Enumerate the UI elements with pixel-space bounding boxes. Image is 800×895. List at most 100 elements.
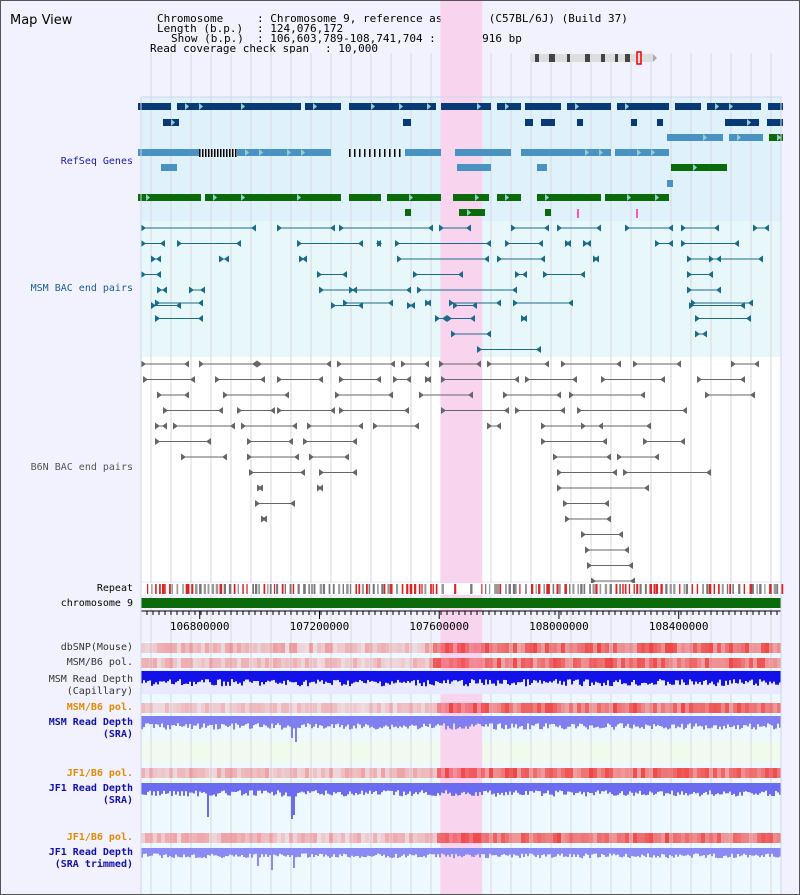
heat-cell <box>621 658 625 668</box>
heat-cell <box>677 768 681 778</box>
depth-bar <box>757 671 759 686</box>
b6n-bac-end <box>318 484 323 492</box>
heat-cell <box>517 658 521 668</box>
heat-cell <box>573 658 577 668</box>
track-label-chromosome: chromosome 9 <box>60 598 133 609</box>
depth-bar <box>279 783 281 793</box>
depth-bar <box>291 783 293 819</box>
b6n-bac-end <box>230 422 235 430</box>
repeat-mark <box>583 584 586 594</box>
heat-cell <box>305 833 309 843</box>
heat-cell <box>229 703 233 713</box>
depth-bar <box>371 848 373 857</box>
depth-bar <box>545 716 547 724</box>
depth-bar <box>413 716 415 726</box>
repeat-mark <box>691 584 694 594</box>
heat-cell <box>769 768 773 778</box>
depth-bar <box>397 783 399 791</box>
depth-bar <box>573 716 575 725</box>
depth-bar <box>755 671 757 684</box>
heat-cell <box>301 768 305 778</box>
heat-cell <box>553 768 557 778</box>
depth-bar <box>483 716 485 727</box>
repeat-mark <box>203 584 206 594</box>
depth-bar <box>267 783 269 793</box>
depth-bar <box>547 783 549 791</box>
depth-bar <box>167 783 169 794</box>
depth-bar <box>693 671 695 685</box>
b6n-bac-end <box>300 469 305 476</box>
heat-cell <box>729 833 733 843</box>
depth-bar <box>551 671 553 683</box>
heat-cell <box>589 768 593 778</box>
repeat-mark <box>355 584 358 594</box>
depth-bar <box>715 848 717 858</box>
b6n-bac-end <box>591 577 596 585</box>
heat-cell <box>697 703 701 713</box>
depth-bar <box>235 848 237 855</box>
b6n-bac-end <box>284 391 289 399</box>
repeat-mark <box>176 584 179 594</box>
b6n-bac-end <box>680 438 685 445</box>
depth-bar <box>685 783 687 794</box>
heat-cell <box>725 643 729 653</box>
depth-bar <box>157 783 159 791</box>
depth-bar <box>695 671 697 682</box>
repeat-mark <box>328 584 331 594</box>
gene-arrow <box>213 194 217 201</box>
depth-bar <box>271 671 273 681</box>
depth-bar <box>177 848 179 857</box>
heat-cell <box>769 658 773 668</box>
depth-bar <box>777 848 779 858</box>
heat-cell <box>165 833 169 843</box>
heat-cell <box>553 833 557 843</box>
depth-bar <box>365 783 367 793</box>
depth-bar <box>413 671 415 681</box>
repeat-mark <box>310 584 314 594</box>
depth-bar <box>375 848 377 855</box>
b6n-bac-end <box>339 376 344 383</box>
heat-cell <box>613 658 617 668</box>
depth-bar <box>481 848 483 854</box>
depth-bar <box>471 848 473 857</box>
heat-cell <box>421 703 425 713</box>
depth-bar <box>761 848 763 856</box>
depth-bar <box>453 848 455 859</box>
heat-cell <box>725 658 729 668</box>
heat-cell <box>677 643 681 653</box>
depth-bar <box>711 783 713 795</box>
heat-cell <box>313 768 317 778</box>
depth-bar <box>401 671 403 683</box>
depth-bar <box>603 671 605 683</box>
heat-cell <box>537 703 541 713</box>
ideogram-band <box>535 54 539 62</box>
heat-cell <box>637 658 641 668</box>
depth-bar <box>347 783 349 795</box>
heat-cell <box>469 703 473 713</box>
depth-bar <box>613 848 615 854</box>
heat-cell <box>213 833 217 843</box>
heat-cell <box>153 768 157 778</box>
msm-bac-end <box>753 224 758 232</box>
heat-cell <box>505 703 509 713</box>
depth-bar <box>747 848 749 858</box>
depth-bar <box>397 848 399 858</box>
heat-cell <box>433 768 437 778</box>
gene-arrow <box>651 149 655 156</box>
depth-bar <box>263 783 265 791</box>
depth-bar <box>463 783 465 792</box>
depth-bar <box>435 716 437 726</box>
depth-bar <box>559 783 561 791</box>
depth-bar <box>243 716 245 726</box>
depth-bar <box>223 671 225 682</box>
gene-arrow <box>477 103 481 110</box>
heat-cell <box>397 643 401 653</box>
repeat-mark <box>558 584 561 594</box>
depth-bar <box>255 671 257 682</box>
heat-cell <box>381 643 385 653</box>
heat-cell <box>257 643 261 653</box>
depth-bar <box>401 783 403 797</box>
heat-cell <box>549 703 553 713</box>
heat-cell <box>381 658 385 668</box>
depth-bar <box>451 671 453 682</box>
